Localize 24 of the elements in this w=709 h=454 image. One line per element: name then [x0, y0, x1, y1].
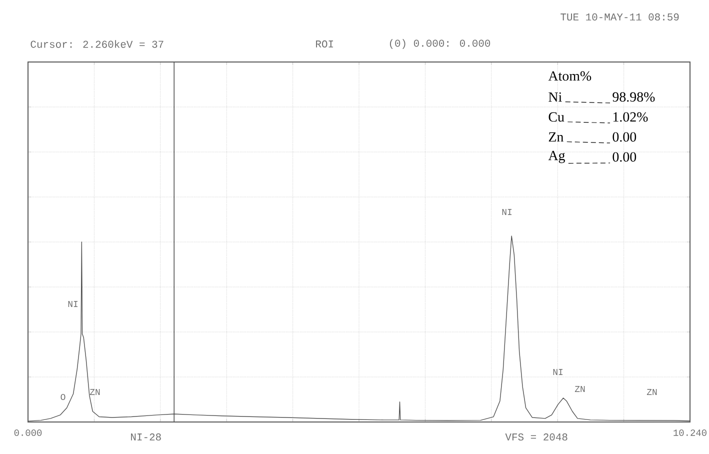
text: NI	[502, 209, 512, 215]
annotation: ZN	[574, 386, 585, 392]
text: Cursor: 2.260keV = 37	[30, 40, 164, 48]
text: Ni	[548, 92, 562, 102]
text: 98.98%	[612, 92, 655, 102]
text: 1.02%	[613, 112, 648, 122]
text: Cu	[548, 112, 564, 122]
text: NI-28	[131, 433, 161, 441]
text: Zn	[548, 132, 564, 142]
annotation: ZN	[90, 389, 100, 395]
text: Ag	[548, 150, 565, 164]
text: TUE 10-MAY-11 08:59	[560, 13, 679, 21]
annotation: O	[60, 394, 66, 400]
annotation: NI	[553, 369, 562, 375]
annotation: NI	[68, 301, 78, 307]
annotation: ZN	[646, 389, 657, 395]
text: (0) 0.000: 0.000	[390, 39, 490, 49]
text: ROI	[316, 40, 333, 48]
x-tick-label: 10.240	[674, 430, 706, 436]
text: VFS = 2048	[505, 433, 568, 441]
text: 0.00	[612, 132, 636, 142]
text: Atom%	[548, 71, 592, 81]
text: 0.00	[612, 152, 636, 162]
x-tick-label: 0.000	[14, 430, 42, 436]
